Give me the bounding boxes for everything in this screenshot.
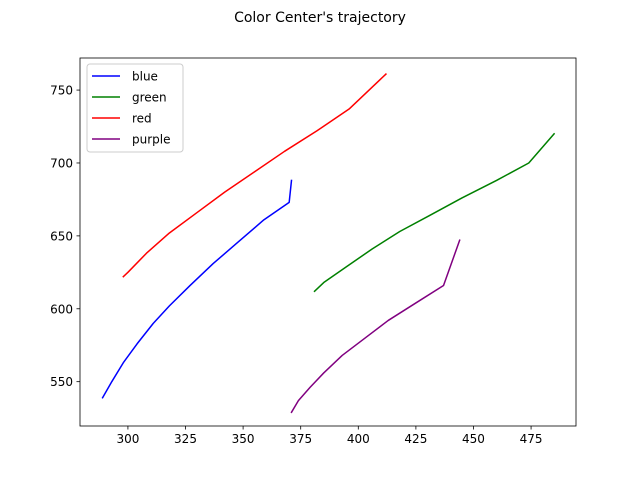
legend-box xyxy=(86,63,184,153)
x-tick-label: 450 xyxy=(462,432,485,446)
x-tick-label: 425 xyxy=(404,432,427,446)
legend-label-green: green xyxy=(132,91,167,105)
y-tick-label: 550 xyxy=(50,375,73,389)
y-tick-label: 750 xyxy=(50,84,73,98)
x-tick-label: 475 xyxy=(520,432,543,446)
legend-label-red: red xyxy=(132,112,152,126)
series-lines xyxy=(101,72,556,414)
series-line-red xyxy=(122,72,388,278)
legend: blue green red purple xyxy=(86,63,184,153)
legend-label-blue: blue xyxy=(132,70,158,84)
legend-label-purple: purple xyxy=(132,133,171,147)
chart-title: Color Center's trajectory xyxy=(234,10,406,26)
series-line-purple xyxy=(290,239,461,414)
y-tick-label: 600 xyxy=(50,302,73,316)
axes: 300 325 350 375 400 425 450 475 550 600 650 700 750 xyxy=(50,57,577,446)
y-tick-label: 650 xyxy=(50,229,73,243)
x-tick-label: 350 xyxy=(232,432,255,446)
series-line-blue xyxy=(101,179,293,399)
axes-frame xyxy=(79,57,577,427)
x-tick-label: 325 xyxy=(174,432,197,446)
series-line-green xyxy=(313,132,556,293)
y-tick-label: 700 xyxy=(50,156,73,170)
x-tick-label: 375 xyxy=(289,432,312,446)
x-tick-label: 400 xyxy=(347,432,370,446)
x-tick-label: 300 xyxy=(116,432,139,446)
